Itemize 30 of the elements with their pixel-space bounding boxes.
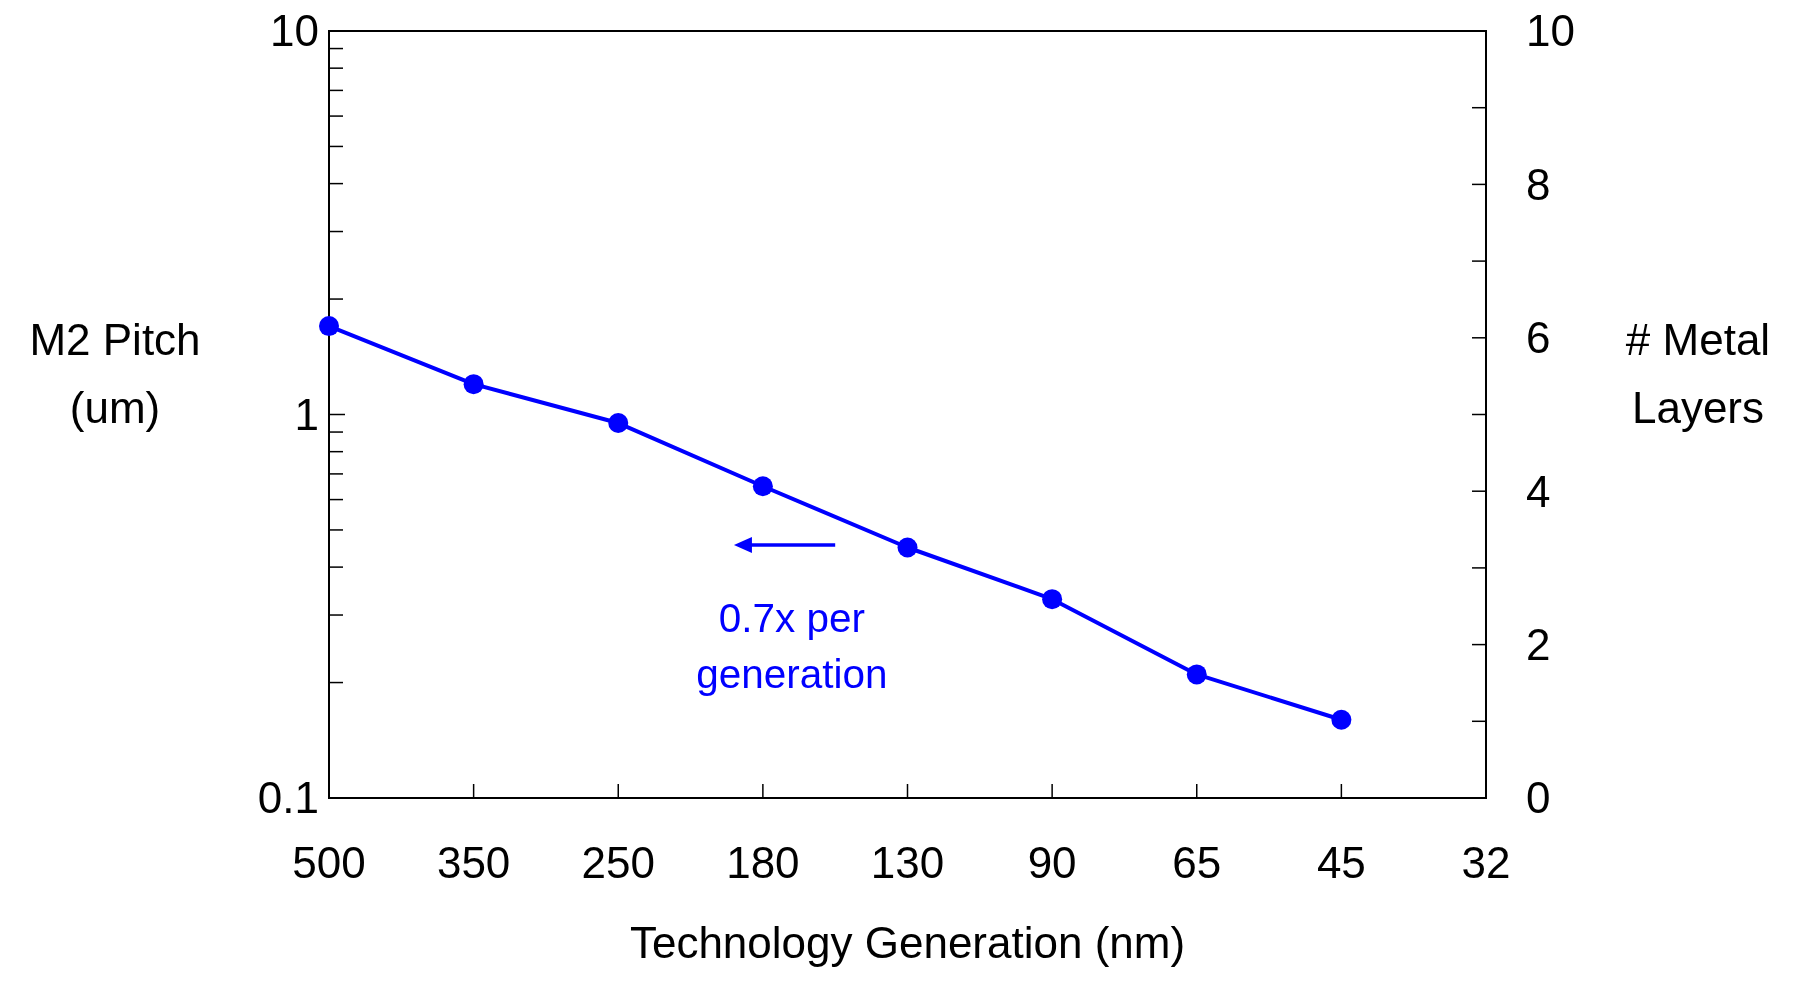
point <box>1331 709 1352 730</box>
x-axis-title: Technology Generation (nm) <box>629 918 1186 967</box>
x-tick-label: 350 <box>436 838 511 887</box>
x-tick-label: 32 <box>1461 838 1511 887</box>
x-tick-label: 90 <box>1027 838 1077 887</box>
y2-tick-label: 0 <box>1526 773 1551 823</box>
y-tick-label: 1 <box>294 389 319 439</box>
point <box>463 374 484 395</box>
annotation: 0.7x per generation <box>696 595 888 697</box>
y2-tick-label: 10 <box>1526 6 1575 56</box>
point <box>1042 589 1063 610</box>
point <box>319 316 339 337</box>
x-tick-label: 250 <box>581 838 655 887</box>
point <box>897 537 918 558</box>
y-tick-label: 0.1 <box>257 773 319 823</box>
y2-tick-label: 6 <box>1526 313 1551 363</box>
x-tick-label: 180 <box>726 838 800 887</box>
x-tick-label: 65 <box>1172 838 1222 887</box>
y2-tick-label: 8 <box>1526 159 1551 209</box>
point <box>752 476 773 497</box>
y2-tick-label: 2 <box>1526 620 1551 669</box>
point <box>608 413 629 434</box>
x-tick-label: 500 <box>292 838 366 887</box>
y-axis-title: M2 Pitch (um) <box>29 314 201 432</box>
y-tick-label: 10 <box>270 6 319 56</box>
y2-axis-title: # Metal Layers <box>1625 314 1771 432</box>
x-tick-label: 130 <box>870 838 945 887</box>
x-tick-label: 45 <box>1316 838 1366 887</box>
y2-tick-label: 4 <box>1526 466 1551 516</box>
point <box>1186 664 1207 685</box>
